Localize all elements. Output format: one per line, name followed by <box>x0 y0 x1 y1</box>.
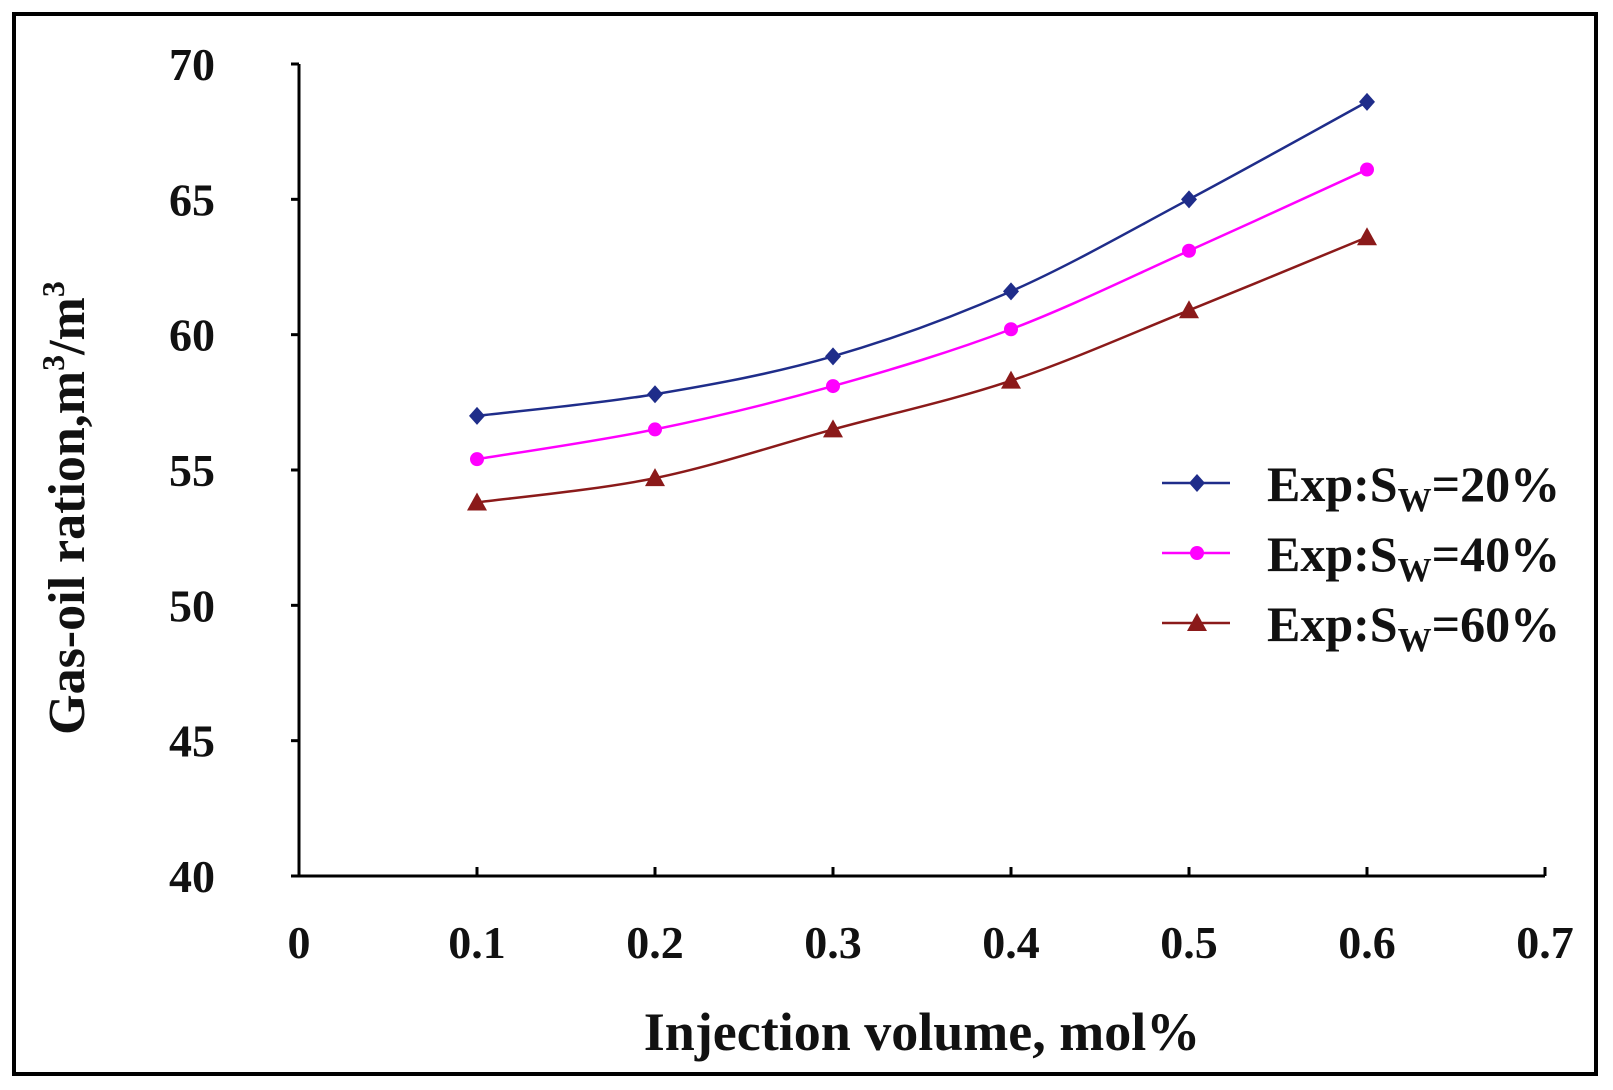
y-axis-label-main: Gas-oil ration,m <box>39 371 96 735</box>
legend-item: Exp:SW=40% <box>1162 526 1560 589</box>
data-point <box>645 468 665 487</box>
x-axis-label: Injection volume, mol% <box>644 1002 1200 1062</box>
y-axis-label-sup2: 3 <box>35 281 71 297</box>
legend-item: Exp:SW=60% <box>1162 596 1560 659</box>
data-point <box>823 419 843 438</box>
y-tick-label: 60 <box>169 310 215 361</box>
data-point <box>1182 243 1196 258</box>
legend-marker <box>1189 474 1205 492</box>
data-point <box>467 492 487 511</box>
y-axis-label: Gas-oil ration,m3/m3 <box>35 281 96 735</box>
legend-label: Exp:SW=20% <box>1267 456 1560 519</box>
x-tick-label: 0 <box>288 917 311 968</box>
legend-marker <box>1187 613 1207 631</box>
data-point <box>1003 282 1019 301</box>
x-tick-label: 0.7 <box>1516 917 1574 968</box>
legend-label-sub: W <box>1398 622 1432 659</box>
data-point <box>469 406 485 425</box>
x-tick-label: 0.3 <box>804 917 862 968</box>
data-point <box>1004 322 1018 337</box>
series-layer <box>467 92 1377 511</box>
legend-label-tail: =40% <box>1432 526 1561 582</box>
data-point <box>1181 190 1197 209</box>
legend-label-main: Exp:S <box>1267 596 1398 652</box>
data-point <box>1359 92 1375 111</box>
y-axis-label-sup1: 3 <box>35 355 71 371</box>
x-tick-label: 0.4 <box>982 917 1040 968</box>
y-ticks: 40 45 50 55 60 65 70 <box>169 39 299 902</box>
y-tick-label: 55 <box>169 445 215 496</box>
series-1 <box>469 92 1375 425</box>
y-tick-label: 40 <box>169 851 215 902</box>
x-ticks: 0 0.1 0.2 0.3 0.4 0.5 0.6 0.7 <box>288 867 1574 968</box>
x-tick-label: 0.6 <box>1338 917 1396 968</box>
series-2 <box>470 162 1374 467</box>
legend-label-tail: =20% <box>1432 456 1561 512</box>
series-3 <box>467 227 1377 511</box>
y-tick-label: 65 <box>169 174 215 225</box>
legend-label-sub: W <box>1398 552 1432 589</box>
series-line <box>476 100 1368 418</box>
data-point <box>826 379 840 394</box>
y-tick-label: 50 <box>169 580 215 631</box>
y-tick-label: 70 <box>169 39 215 90</box>
data-point <box>648 422 662 437</box>
series-line <box>476 168 1368 461</box>
x-tick-label: 0.2 <box>626 917 684 968</box>
legend-label-main: Exp:S <box>1267 526 1398 582</box>
data-point <box>1001 370 1021 389</box>
data-point <box>825 347 841 366</box>
legend-label: Exp:SW=40% <box>1267 526 1560 589</box>
legend-label-main: Exp:S <box>1267 456 1398 512</box>
y-tick-label: 45 <box>169 716 215 767</box>
legend-marker <box>1190 546 1204 560</box>
legend: Exp:SW=20%Exp:SW=40%Exp:SW=60% <box>1162 456 1560 659</box>
y-axis-label-mid: /m <box>39 297 96 356</box>
data-point <box>1179 300 1199 319</box>
data-point <box>1360 162 1374 177</box>
legend-label: Exp:SW=60% <box>1267 596 1560 659</box>
data-point <box>647 385 663 404</box>
legend-item: Exp:SW=20% <box>1162 456 1560 519</box>
series-line <box>476 236 1368 504</box>
x-tick-label: 0.5 <box>1160 917 1218 968</box>
data-point <box>470 452 484 467</box>
legend-label-tail: =60% <box>1432 596 1561 652</box>
legend-label-sub: W <box>1398 482 1432 519</box>
x-tick-label: 0.1 <box>448 917 506 968</box>
figure-frame <box>12 12 1598 1076</box>
data-point <box>1357 227 1377 246</box>
